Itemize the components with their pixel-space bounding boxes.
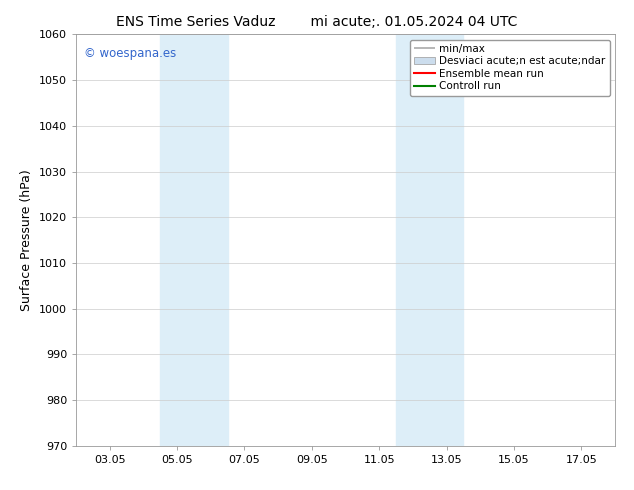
Text: ENS Time Series Vaduz        mi acute;. 01.05.2024 04 UTC: ENS Time Series Vaduz mi acute;. 01.05.2… xyxy=(116,15,518,29)
Legend: min/max, Desviaci acute;n est acute;ndar, Ensemble mean run, Controll run: min/max, Desviaci acute;n est acute;ndar… xyxy=(410,40,610,96)
Bar xyxy=(160,34,228,446)
Text: © woespana.es: © woespana.es xyxy=(84,47,176,60)
Y-axis label: Surface Pressure (hPa): Surface Pressure (hPa) xyxy=(20,169,34,311)
Bar xyxy=(396,34,463,446)
